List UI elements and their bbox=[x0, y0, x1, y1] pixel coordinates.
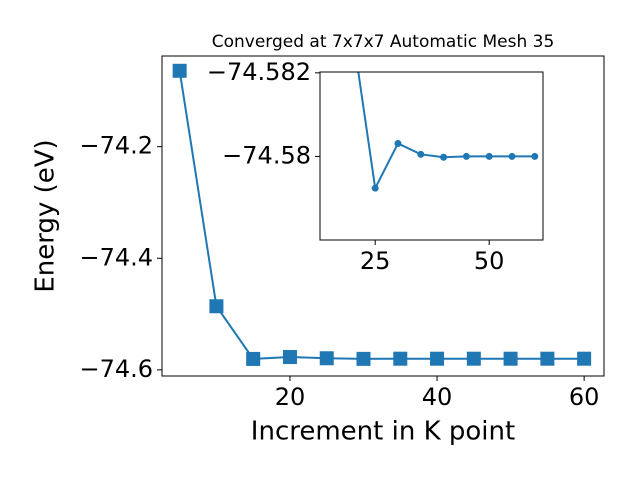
marker bbox=[246, 351, 261, 366]
y-tick-label: −74.58 bbox=[222, 141, 311, 169]
marker bbox=[462, 152, 470, 160]
x-tick-label: 20 bbox=[275, 383, 306, 411]
marker bbox=[485, 152, 493, 160]
x-tick-label: 60 bbox=[569, 383, 600, 411]
marker bbox=[430, 351, 445, 366]
marker bbox=[417, 150, 425, 158]
marker bbox=[393, 351, 408, 366]
y-tick-label: −74.582 bbox=[207, 58, 311, 86]
marker bbox=[440, 153, 448, 161]
marker bbox=[466, 351, 481, 366]
x-tick-label: 25 bbox=[360, 247, 391, 275]
marker bbox=[172, 63, 187, 78]
y-tick-label: −74.6 bbox=[79, 355, 153, 383]
x-tick-label: 40 bbox=[422, 383, 453, 411]
plot-area bbox=[357, 72, 539, 192]
marker bbox=[540, 351, 555, 366]
axes-frame bbox=[161, 55, 605, 377]
marker bbox=[282, 350, 297, 365]
marker bbox=[531, 152, 539, 160]
y-tick-label: −74.2 bbox=[79, 132, 153, 160]
marker bbox=[371, 184, 379, 192]
chart-title: Converged at 7x7x7 Automatic Mesh 35 bbox=[212, 32, 555, 52]
y-tick-label: −74.4 bbox=[79, 243, 153, 271]
marker bbox=[394, 139, 402, 147]
marker bbox=[577, 351, 592, 366]
marker bbox=[503, 351, 518, 366]
marker bbox=[356, 351, 371, 366]
plot-area bbox=[172, 63, 592, 366]
x-axis-label: Increment in K point bbox=[251, 417, 515, 447]
marker bbox=[209, 299, 224, 314]
marker bbox=[508, 152, 516, 160]
x-tick-label: 50 bbox=[474, 247, 505, 275]
marker bbox=[319, 351, 334, 366]
y-axis-label: Energy (eV) bbox=[31, 139, 61, 292]
